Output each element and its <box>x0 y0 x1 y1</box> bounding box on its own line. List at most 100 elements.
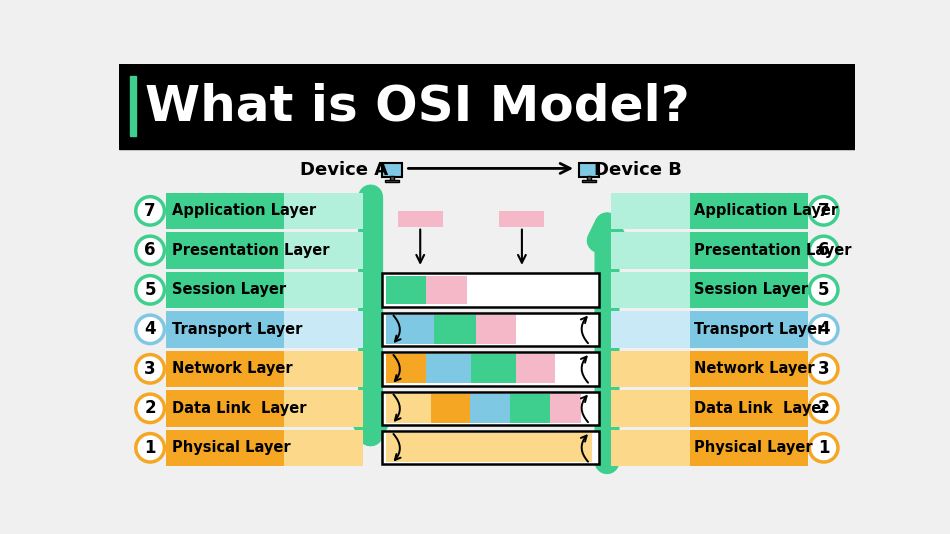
Text: 2: 2 <box>144 399 156 418</box>
Bar <box>382 391 599 425</box>
Text: 5: 5 <box>818 281 829 299</box>
Bar <box>386 180 399 182</box>
Bar <box>284 193 363 229</box>
Bar <box>166 351 284 387</box>
Bar <box>390 176 394 180</box>
Bar <box>471 355 517 383</box>
Text: Data Link  Layer: Data Link Layer <box>172 401 307 416</box>
Bar <box>284 351 363 387</box>
Bar <box>690 232 807 269</box>
Bar <box>611 311 690 348</box>
Circle shape <box>136 355 164 383</box>
Bar <box>386 434 592 462</box>
Text: Physical Layer: Physical Layer <box>694 441 813 456</box>
Bar <box>690 430 807 466</box>
Bar <box>434 315 476 344</box>
Bar <box>166 232 284 269</box>
Circle shape <box>809 355 838 383</box>
Bar <box>129 76 136 137</box>
Circle shape <box>136 276 164 304</box>
Bar <box>582 180 597 182</box>
Bar <box>382 352 599 386</box>
Circle shape <box>809 276 838 304</box>
Circle shape <box>809 236 838 264</box>
FancyBboxPatch shape <box>580 163 599 177</box>
Text: What is OSI Model?: What is OSI Model? <box>145 82 690 130</box>
Bar <box>470 394 510 423</box>
Bar <box>611 390 690 427</box>
Circle shape <box>136 236 164 264</box>
Circle shape <box>136 315 164 343</box>
Bar <box>550 394 581 423</box>
Bar <box>386 276 427 304</box>
Circle shape <box>809 434 838 462</box>
Bar <box>386 394 431 423</box>
Text: Session Layer: Session Layer <box>172 282 286 297</box>
Bar <box>382 313 599 346</box>
Bar <box>386 315 434 344</box>
Bar <box>690 311 807 348</box>
Bar <box>476 315 517 344</box>
Bar <box>166 430 284 466</box>
Bar <box>166 390 284 427</box>
Text: Device A: Device A <box>299 161 388 179</box>
Bar <box>500 211 544 226</box>
Text: Application Layer: Application Layer <box>694 203 839 218</box>
Text: Application Layer: Application Layer <box>172 203 316 218</box>
Bar <box>382 431 599 465</box>
Bar <box>166 272 284 308</box>
Bar <box>431 394 470 423</box>
Text: 7: 7 <box>144 202 156 220</box>
Text: 7: 7 <box>818 202 829 220</box>
Bar <box>166 193 284 229</box>
Circle shape <box>136 197 164 225</box>
Bar <box>611 430 690 466</box>
Bar <box>119 64 855 149</box>
Circle shape <box>809 394 838 422</box>
Text: 1: 1 <box>818 439 829 457</box>
Bar <box>690 272 807 308</box>
Text: 2: 2 <box>818 399 829 418</box>
Text: 4: 4 <box>144 320 156 339</box>
Text: 3: 3 <box>144 360 156 378</box>
Bar <box>611 272 690 308</box>
Bar <box>284 311 363 348</box>
Bar <box>284 272 363 308</box>
Circle shape <box>809 197 838 225</box>
Circle shape <box>136 394 164 422</box>
Text: 5: 5 <box>144 281 156 299</box>
Text: 1: 1 <box>144 439 156 457</box>
Bar <box>427 276 466 304</box>
Bar <box>690 390 807 427</box>
Text: 4: 4 <box>818 320 829 339</box>
Bar <box>398 211 443 226</box>
Circle shape <box>136 434 164 462</box>
Bar <box>386 355 427 383</box>
Bar <box>284 390 363 427</box>
Text: 6: 6 <box>818 241 829 260</box>
Bar <box>690 193 807 229</box>
Bar <box>611 232 690 269</box>
Bar <box>284 430 363 466</box>
Text: Network Layer: Network Layer <box>694 362 815 376</box>
Text: Presentation Layer: Presentation Layer <box>172 243 330 258</box>
Text: Network Layer: Network Layer <box>172 362 293 376</box>
Text: Session Layer: Session Layer <box>694 282 808 297</box>
Text: Physical Layer: Physical Layer <box>172 441 291 456</box>
Bar <box>517 355 555 383</box>
Bar <box>690 351 807 387</box>
Text: Data Link  Layer: Data Link Layer <box>694 401 828 416</box>
Bar <box>611 351 690 387</box>
Text: 3: 3 <box>818 360 829 378</box>
Bar <box>587 176 591 180</box>
Text: Presentation Layer: Presentation Layer <box>694 243 852 258</box>
FancyBboxPatch shape <box>382 163 403 177</box>
Bar <box>382 273 599 307</box>
Text: 6: 6 <box>144 241 156 260</box>
Text: Device B: Device B <box>594 161 682 179</box>
Bar <box>166 311 284 348</box>
Bar <box>611 193 690 229</box>
Bar <box>284 232 363 269</box>
Text: Transport Layer: Transport Layer <box>172 322 302 337</box>
Circle shape <box>809 315 838 343</box>
